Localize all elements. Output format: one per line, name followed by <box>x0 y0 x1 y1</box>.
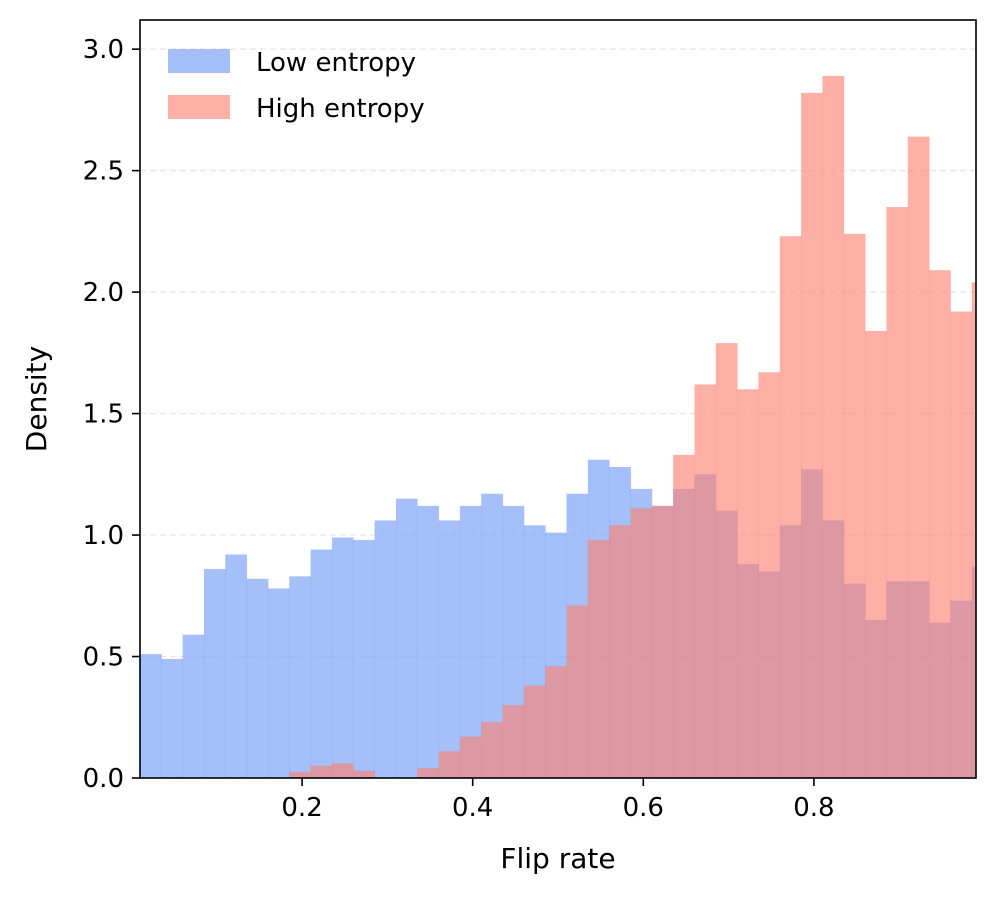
y-tick-label-6: 3.0 <box>83 35 124 65</box>
bar-low-entropy-6 <box>267 588 290 778</box>
y-axis-ticks: 0.0 0.5 1.0 1.5 2.0 2.5 3.0 <box>83 35 140 794</box>
bar-low-entropy-0 <box>140 654 162 778</box>
legend: Low entropy High entropy <box>168 48 425 124</box>
bar-low-entropy-7 <box>289 576 312 778</box>
bar-high-entropy-19 <box>545 666 567 778</box>
bar-low-entropy-16 <box>481 493 503 778</box>
bar-high-entropy-28 <box>737 389 759 778</box>
bar-high-entropy-17 <box>502 705 525 778</box>
x-tick-label-0: 0.2 <box>281 793 322 823</box>
bar-low-entropy-3 <box>203 569 226 778</box>
bar-high-entropy-7 <box>289 771 312 778</box>
legend-swatch-high-entropy <box>168 95 230 119</box>
y-tick-label-3: 1.5 <box>83 400 124 430</box>
bar-high-entropy-10 <box>353 770 375 778</box>
bar-high-entropy-24 <box>651 505 674 778</box>
legend-label-high-entropy: High entropy <box>256 94 425 124</box>
bar-low-entropy-12 <box>395 498 418 778</box>
bar-low-entropy-5 <box>246 578 269 778</box>
x-axis-ticks: 0.2 0.4 0.6 0.8 <box>281 778 835 823</box>
x-tick-label-2: 0.6 <box>623 793 664 823</box>
bar-high-entropy-27 <box>715 343 738 778</box>
bar-high-entropy-25 <box>673 454 695 778</box>
y-axis-title: Density <box>20 346 53 452</box>
bar-high-entropy-37 <box>929 270 951 778</box>
bar-high-entropy-8 <box>310 765 333 778</box>
bar-high-entropy-18 <box>523 685 546 778</box>
bar-low-entropy-14 <box>438 520 461 778</box>
bar-high-entropy-14 <box>438 751 461 778</box>
bar-high-entropy-33 <box>843 233 866 779</box>
bar-high-entropy-9 <box>331 763 354 778</box>
bar-low-entropy-8 <box>310 549 333 778</box>
bar-high-entropy-22 <box>609 525 631 778</box>
bar-high-entropy-13 <box>417 768 439 778</box>
bar-high-entropy-15 <box>459 736 482 778</box>
series-high-entropy <box>289 75 977 779</box>
bar-low-entropy-10 <box>353 539 375 778</box>
legend-swatch-low-entropy <box>168 49 230 73</box>
x-tick-label-1: 0.4 <box>452 793 493 823</box>
y-tick-label-2: 1.0 <box>83 521 124 551</box>
bar-low-entropy-15 <box>459 505 482 778</box>
x-tick-label-3: 0.8 <box>793 793 834 823</box>
bar-low-entropy-2 <box>182 634 205 778</box>
y-tick-label-4: 2.0 <box>83 278 124 308</box>
bar-high-entropy-23 <box>630 508 653 778</box>
legend-label-low-entropy: Low entropy <box>256 48 416 78</box>
bar-high-entropy-35 <box>886 207 909 779</box>
bar-high-entropy-30 <box>779 236 802 778</box>
bar-high-entropy-20 <box>566 605 589 778</box>
bar-high-entropy-36 <box>907 136 930 779</box>
bar-high-entropy-26 <box>694 384 717 778</box>
bar-high-entropy-16 <box>481 722 503 778</box>
bar-high-entropy-38 <box>950 311 973 778</box>
y-tick-label-5: 2.5 <box>83 157 124 187</box>
x-axis-title: Flip rate <box>500 842 615 875</box>
bar-low-entropy-9 <box>331 537 354 778</box>
bar-high-entropy-39 <box>971 282 977 778</box>
y-tick-label-0: 0.0 <box>83 764 124 794</box>
bar-high-entropy-32 <box>822 75 845 779</box>
bar-low-entropy-11 <box>374 520 397 778</box>
bar-low-entropy-4 <box>225 554 248 778</box>
y-tick-label-1: 0.5 <box>83 643 124 673</box>
bar-low-entropy-1 <box>161 658 184 778</box>
bar-high-entropy-21 <box>587 539 610 778</box>
bar-high-entropy-29 <box>758 372 781 778</box>
bar-low-entropy-13 <box>417 505 439 778</box>
bar-high-entropy-31 <box>801 92 823 778</box>
bar-high-entropy-34 <box>865 330 887 778</box>
plot-frame <box>139 19 977 779</box>
